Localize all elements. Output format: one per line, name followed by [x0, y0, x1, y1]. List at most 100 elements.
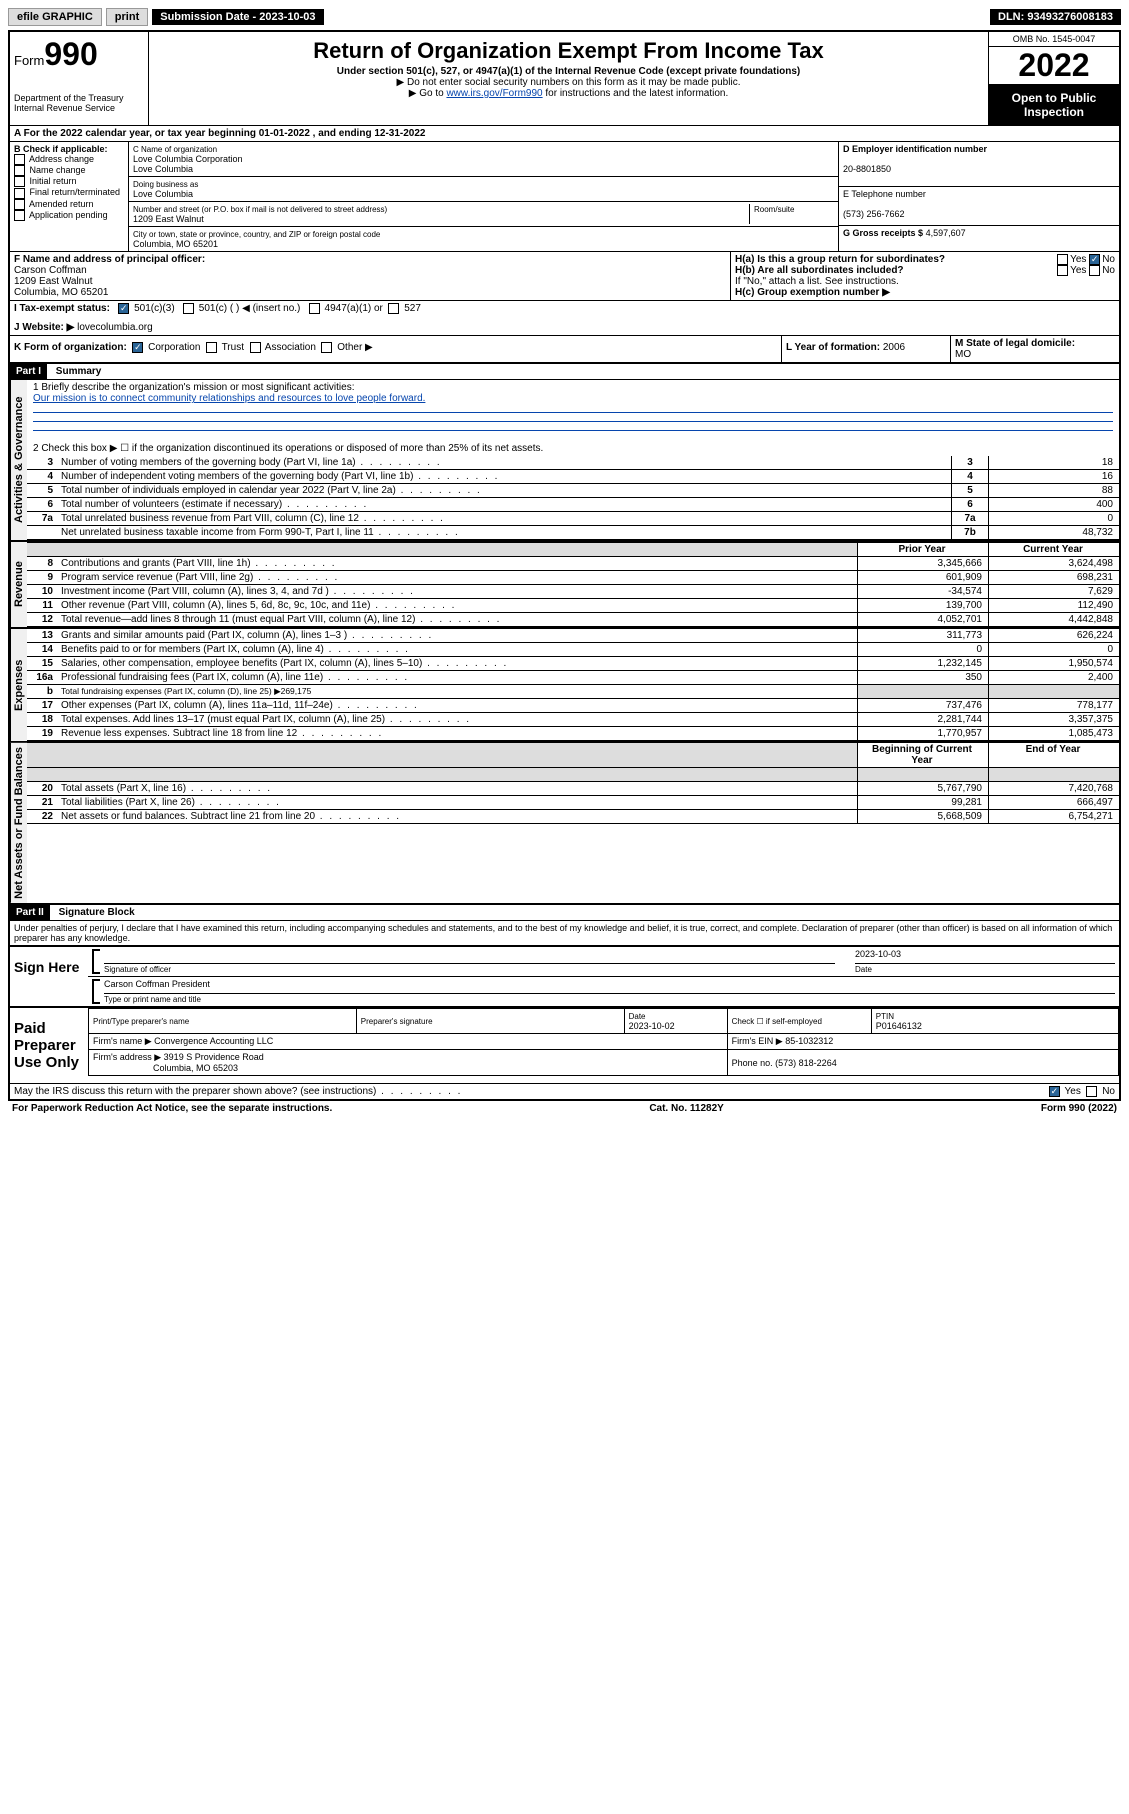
dln-label: DLN: 93493276008183: [990, 9, 1121, 25]
k-opt2: Association: [265, 343, 316, 354]
bracket-icon: [92, 949, 100, 974]
revenue-row: 10Investment income (Part VIII, column (…: [27, 585, 1119, 599]
line-a-begin: 01-01-2022: [259, 128, 310, 139]
expense-row: 19Revenue less expenses. Subtract line 1…: [27, 727, 1119, 741]
gov-row: 4Number of independent voting members of…: [27, 470, 1119, 484]
checkbox-assoc[interactable]: [250, 342, 261, 353]
checkbox-initial-return[interactable]: [14, 176, 25, 187]
expense-row-b: bTotal fundraising expenses (Part IX, co…: [27, 685, 1119, 699]
hb-label: H(b) Are all subordinates included?: [735, 265, 904, 276]
netassets-table: Beginning of Current YearEnd of Year 20T…: [27, 743, 1119, 824]
checkbox-final-return[interactable]: [14, 188, 25, 199]
goto-post: for instructions and the latest informat…: [543, 88, 729, 99]
prep-c4: Check ☐ if self-employed: [732, 1017, 822, 1026]
line-j: J Website: ▶ lovecolumbia.org: [14, 322, 1115, 333]
gross-label: G Gross receipts $: [843, 228, 923, 238]
city-label: City or town, state or province, country…: [133, 230, 380, 239]
street-value: 1209 East Walnut: [133, 214, 204, 224]
checkbox-trust[interactable]: [206, 342, 217, 353]
checkbox-address-change[interactable]: [14, 154, 25, 165]
officer-name: Carson Coffman: [14, 265, 87, 276]
firm-addr-label: Firm's address ▶: [93, 1052, 161, 1062]
b-header: B Check if applicable:: [14, 144, 108, 154]
m-val: MO: [955, 349, 971, 360]
top-toolbar: efile GRAPHIC print Submission Date - 20…: [8, 8, 1121, 26]
sig-officer-label: Signature of officer: [104, 965, 171, 974]
gov-row: Net unrelated business taxable income fr…: [27, 526, 1119, 540]
hdr-prior: Prior Year: [898, 544, 945, 555]
revenue-row: 11Other revenue (Part VIII, column (A), …: [27, 599, 1119, 613]
expenses-block: Expenses 13Grants and similar amounts pa…: [10, 627, 1119, 741]
q1-value: Our mission is to connect community rela…: [33, 393, 425, 404]
checkbox-amended[interactable]: [14, 199, 25, 210]
l-label: L Year of formation:: [786, 342, 880, 353]
header-left: Form990 Department of the Treasury Inter…: [10, 32, 149, 125]
phone-value: (573) 256-7662: [843, 209, 905, 219]
prep-phone-label: Phone no.: [732, 1058, 773, 1068]
expense-row: 15Salaries, other compensation, employee…: [27, 657, 1119, 671]
m-label: M State of legal domicile:: [955, 338, 1075, 349]
efile-label: efile GRAPHIC: [8, 8, 102, 26]
c-name-label: C Name of organization: [133, 145, 217, 154]
q1-block: 1 Briefly describe the organization's mi…: [27, 380, 1119, 441]
checkbox-ha-no[interactable]: [1089, 254, 1100, 265]
netassets-row: 22Net assets or fund balances. Subtract …: [27, 810, 1119, 824]
checkbox-other[interactable]: [321, 342, 332, 353]
checkbox-discuss-no[interactable]: [1086, 1086, 1097, 1097]
sign-here-label: Sign Here: [10, 947, 88, 1006]
b-opt-2: Initial return: [30, 176, 77, 186]
checkbox-501c3[interactable]: [118, 303, 129, 314]
discuss-yes: Yes: [1065, 1086, 1081, 1097]
l-val: 2006: [883, 342, 905, 353]
part-ii-header-row: Part II Signature Block: [10, 904, 1119, 921]
part-i-header-row: Part I Summary: [10, 363, 1119, 380]
b-opt-3: Final return/terminated: [30, 187, 121, 197]
page-footer: For Paperwork Reduction Act Notice, see …: [8, 1101, 1121, 1116]
form-header: Form990 Department of the Treasury Inter…: [10, 32, 1119, 126]
line-l: L Year of formation: 2006: [781, 336, 950, 362]
checkbox-hb-no[interactable]: [1089, 265, 1100, 276]
q2-line: 2 Check this box ▶ ☐ if the organization…: [27, 441, 1119, 456]
k-opt1: Trust: [222, 343, 244, 354]
footer-left: For Paperwork Reduction Act Notice, see …: [12, 1103, 332, 1114]
expense-row: 13Grants and similar amounts paid (Part …: [27, 629, 1119, 643]
paid-preparer-section: Paid Preparer Use Only Print/Type prepar…: [10, 1006, 1119, 1084]
room-label: Room/suite: [754, 205, 794, 214]
sign-date-label: Date: [855, 965, 872, 974]
line-m: M State of legal domicile:MO: [950, 336, 1119, 362]
prep-c5: PTIN: [876, 1012, 894, 1021]
q1-label: 1 Briefly describe the organization's mi…: [33, 382, 355, 393]
line-a-tax-year: A For the 2022 calendar year, or tax yea…: [10, 126, 1119, 142]
vlabel-netassets: Net Assets or Fund Balances: [10, 743, 27, 903]
checkbox-corp[interactable]: [132, 342, 143, 353]
website-value[interactable]: lovecolumbia.org: [77, 322, 153, 333]
footer-mid: Cat. No. 11282Y: [649, 1103, 723, 1114]
expense-row: 17Other expenses (Part IX, column (A), l…: [27, 699, 1119, 713]
city-value: Columbia, MO 65201: [133, 239, 218, 249]
ha-no: No: [1102, 254, 1115, 265]
checkbox-name-change[interactable]: [14, 165, 25, 176]
part-ii-badge: Part II: [10, 905, 50, 920]
gross-value: 4,597,607: [926, 228, 966, 238]
irs-link[interactable]: www.irs.gov/Form990: [446, 88, 542, 99]
checkbox-ha-yes[interactable]: [1057, 254, 1068, 265]
form-subtitle-1: Under section 501(c), 527, or 4947(a)(1)…: [157, 66, 980, 77]
i-label: I Tax-exempt status:: [14, 303, 110, 314]
discuss-no: No: [1102, 1086, 1115, 1097]
officer-addr1: 1209 East Walnut: [14, 276, 93, 287]
b-opt-4: Amended return: [29, 199, 94, 209]
checkbox-discuss-yes[interactable]: [1049, 1086, 1060, 1097]
ein-label: D Employer identification number: [843, 144, 987, 154]
section-deg: D Employer identification number 20-8801…: [838, 142, 1119, 251]
checkbox-527[interactable]: [388, 303, 399, 314]
discuss-line: May the IRS discuss this return with the…: [10, 1084, 1119, 1099]
prep-phone: (573) 818-2264: [775, 1058, 837, 1068]
block-klm: K Form of organization: Corporation Trus…: [10, 336, 1119, 363]
checkbox-501c[interactable]: [183, 303, 194, 314]
org-name: Love Columbia Corporation: [133, 154, 243, 164]
tax-year: 2022: [989, 47, 1119, 85]
checkbox-app-pending[interactable]: [14, 210, 25, 221]
print-button[interactable]: print: [106, 8, 148, 26]
checkbox-hb-yes[interactable]: [1057, 265, 1068, 276]
checkbox-4947[interactable]: [309, 303, 320, 314]
